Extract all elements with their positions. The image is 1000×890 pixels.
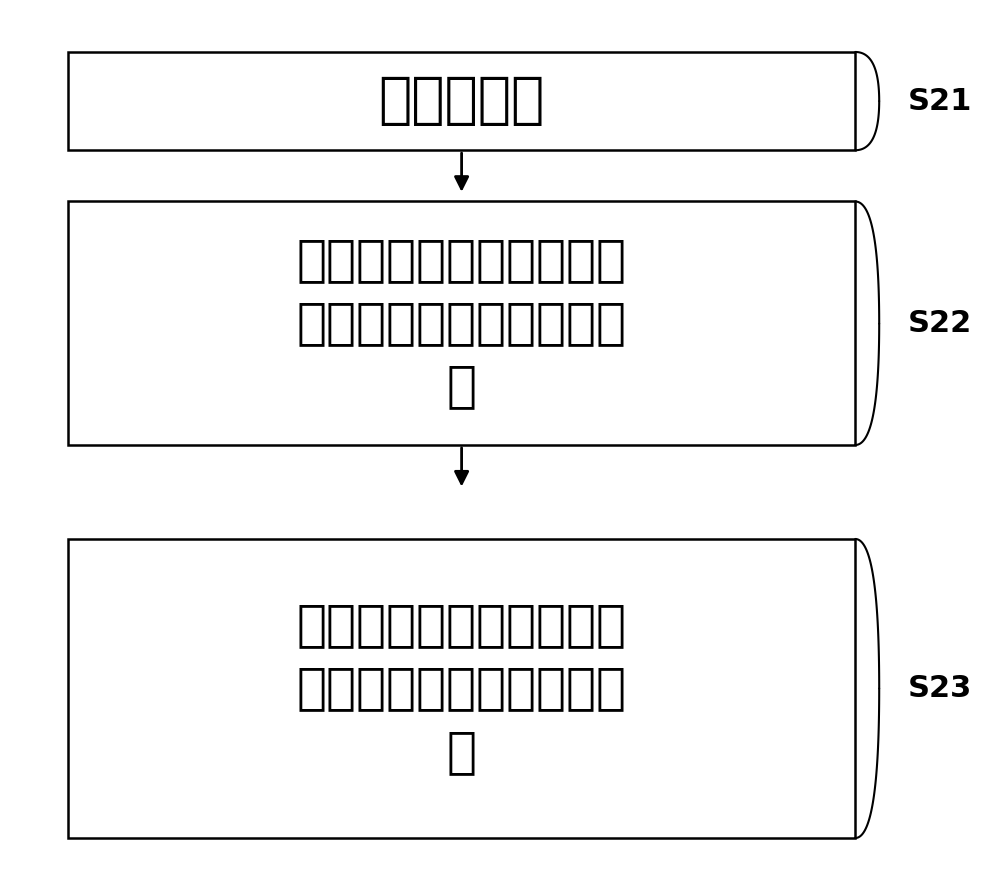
Bar <box>68 539 855 838</box>
Text: 检测观测值: 检测观测值 <box>378 74 545 128</box>
Text: S23: S23 <box>908 674 972 703</box>
Text: S22: S22 <box>908 309 972 338</box>
Text: 基于周跳检测在获得一个
以上合格卫星中选择参考
星: 基于周跳检测在获得一个 以上合格卫星中选择参考 星 <box>297 602 627 776</box>
Bar <box>68 201 855 445</box>
Text: 基于预设标准剔除异常卫
星，获得一个以上合格卫
星: 基于预设标准剔除异常卫 星，获得一个以上合格卫 星 <box>297 236 627 410</box>
Text: S21: S21 <box>908 86 972 116</box>
Bar <box>68 52 855 150</box>
